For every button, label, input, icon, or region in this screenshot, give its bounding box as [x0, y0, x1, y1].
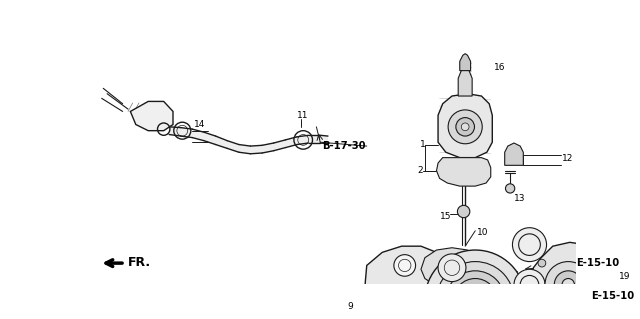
Text: B-17-30: B-17-30 [323, 141, 366, 151]
Circle shape [472, 297, 478, 303]
Circle shape [425, 250, 525, 319]
Circle shape [461, 286, 489, 314]
Polygon shape [169, 127, 328, 154]
Polygon shape [438, 94, 492, 158]
Text: 13: 13 [514, 194, 525, 203]
Circle shape [538, 259, 546, 267]
Circle shape [454, 278, 497, 319]
Circle shape [394, 312, 415, 319]
Circle shape [436, 262, 514, 319]
Circle shape [554, 271, 582, 299]
Circle shape [456, 118, 474, 136]
Text: 19: 19 [620, 272, 631, 281]
Polygon shape [460, 54, 470, 70]
Circle shape [600, 312, 608, 319]
Text: 2: 2 [418, 166, 423, 175]
Circle shape [506, 184, 515, 193]
Circle shape [514, 269, 545, 300]
Circle shape [609, 286, 621, 299]
Polygon shape [505, 143, 524, 165]
Circle shape [446, 271, 505, 319]
Polygon shape [421, 248, 481, 288]
Text: 11: 11 [297, 111, 308, 120]
Circle shape [600, 259, 608, 267]
Text: 15: 15 [440, 212, 451, 221]
Circle shape [467, 293, 483, 308]
Circle shape [513, 228, 547, 262]
Circle shape [458, 205, 470, 218]
Circle shape [394, 255, 415, 276]
Text: 16: 16 [494, 63, 506, 72]
Text: FR.: FR. [128, 256, 151, 269]
Polygon shape [458, 68, 472, 96]
Circle shape [562, 278, 575, 291]
Circle shape [435, 285, 451, 300]
Text: 9: 9 [348, 302, 353, 311]
Circle shape [545, 262, 591, 308]
Polygon shape [436, 158, 491, 186]
Polygon shape [531, 242, 605, 319]
Text: 14: 14 [194, 120, 205, 129]
Polygon shape [131, 101, 173, 131]
Circle shape [448, 110, 482, 144]
Text: 1: 1 [420, 140, 426, 149]
Text: E-15-10: E-15-10 [576, 258, 619, 268]
Circle shape [461, 123, 469, 131]
Text: 12: 12 [562, 154, 573, 163]
Polygon shape [365, 246, 446, 319]
Circle shape [359, 285, 374, 300]
Circle shape [538, 312, 546, 319]
Text: 10: 10 [477, 228, 488, 237]
Circle shape [438, 254, 466, 282]
Text: E-15-10: E-15-10 [591, 291, 635, 301]
Text: SJA4E1501: SJA4E1501 [512, 271, 557, 280]
